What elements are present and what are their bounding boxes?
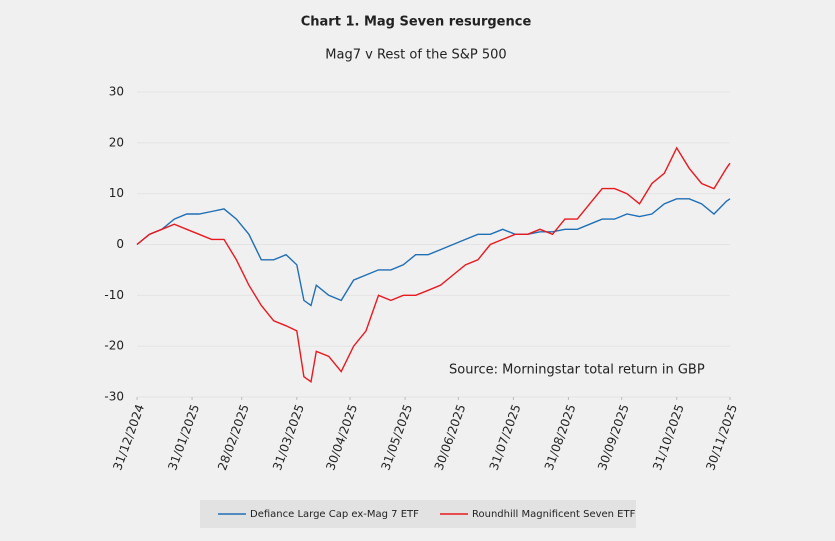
x-tick-label: 28/02/2025 <box>215 402 252 472</box>
y-tick-label: 10 <box>109 186 124 200</box>
chart-title: Chart 1. Mag Seven resurgence <box>301 15 532 30</box>
chart-subtitle: Mag7 v Rest of the S&P 500 <box>325 48 506 63</box>
y-tick-label: -30 <box>104 390 124 404</box>
x-tick-label: 31/12/2024 <box>110 402 147 472</box>
y-tick-label: 20 <box>109 135 124 149</box>
x-tick-label: 30/06/2025 <box>432 402 469 472</box>
series-line <box>136 198 731 307</box>
y-tick-label: -10 <box>104 288 124 302</box>
legend-label: Defiance Large Cap ex-Mag 7 ETF <box>250 509 419 520</box>
x-tick-label: 30/11/2025 <box>703 402 740 472</box>
legend-label: Roundhill Magnificent Seven ETF <box>472 509 636 520</box>
x-tick-label: 30/09/2025 <box>595 402 632 472</box>
y-tick-label: -20 <box>104 339 124 353</box>
annotation: Source: Morningstar total return in GBP <box>449 363 705 378</box>
x-tick-label: 31/08/2025 <box>542 402 579 472</box>
y-tick-label: 0 <box>116 237 124 251</box>
series-line <box>136 146 731 384</box>
x-tick-label: 30/04/2025 <box>323 402 360 472</box>
y-tick-label: 30 <box>109 85 124 99</box>
x-tick-label: 31/03/2025 <box>270 402 307 472</box>
x-tick-label: 31/01/2025 <box>165 402 202 472</box>
legend-box <box>200 500 636 528</box>
x-tick-label: 31/10/2025 <box>650 402 687 472</box>
x-tick-label: 31/05/2025 <box>378 402 415 472</box>
x-tick-label: 31/07/2025 <box>487 402 524 472</box>
